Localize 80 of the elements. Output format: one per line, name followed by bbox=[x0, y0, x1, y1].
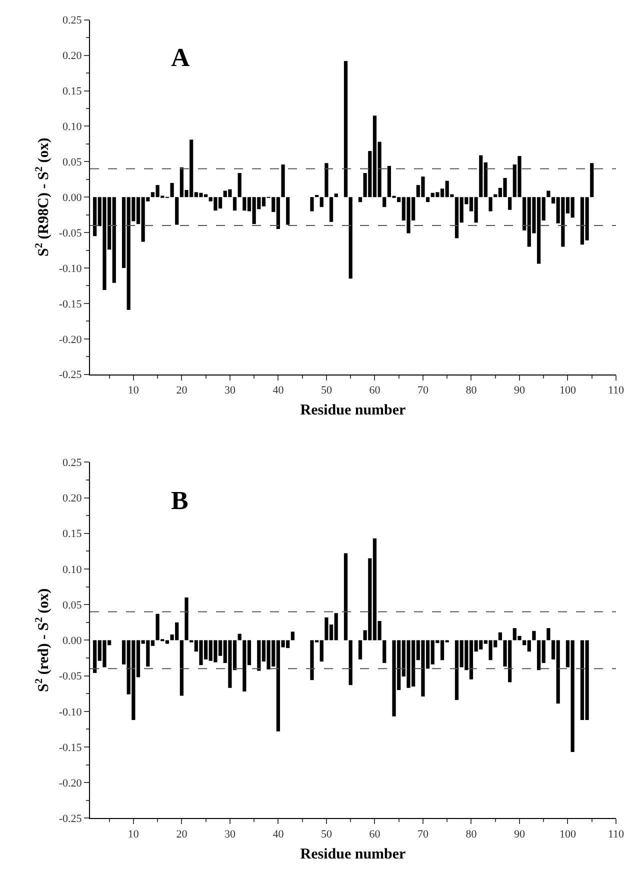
y-tick-label: 0.00 bbox=[62, 635, 82, 648]
bar bbox=[508, 197, 512, 210]
bar bbox=[290, 632, 294, 640]
y-tick-label: 0.05 bbox=[62, 156, 82, 169]
x-tick-label: 80 bbox=[466, 384, 478, 397]
bar bbox=[358, 640, 362, 660]
bar bbox=[546, 628, 550, 640]
x-tick-label: 90 bbox=[514, 384, 526, 397]
x-tick-label: 20 bbox=[176, 384, 188, 397]
y-tick-label: 0.25 bbox=[62, 14, 82, 27]
x-tick-label: 10 bbox=[128, 828, 140, 840]
bar bbox=[170, 182, 174, 198]
bar bbox=[344, 553, 348, 640]
y-tick-label: -0.20 bbox=[58, 777, 82, 790]
bar bbox=[310, 197, 314, 212]
y-tick-label: 0.15 bbox=[62, 86, 82, 98]
bar bbox=[329, 197, 334, 222]
bar bbox=[232, 197, 237, 211]
bar bbox=[180, 640, 184, 696]
y-tick-label: -0.05 bbox=[58, 670, 82, 683]
bar bbox=[348, 197, 352, 279]
x-tick-label: 30 bbox=[224, 384, 236, 397]
bar bbox=[498, 632, 502, 640]
y-tick-label: -0.20 bbox=[58, 334, 82, 346]
y-tick-label: -0.10 bbox=[58, 262, 82, 275]
bar bbox=[488, 197, 492, 212]
y-tick-label: 0.10 bbox=[62, 564, 82, 576]
x-tick-label: 40 bbox=[272, 828, 284, 840]
bar bbox=[315, 194, 319, 198]
x-tick-label: 50 bbox=[320, 828, 332, 840]
x-tick-label: 80 bbox=[466, 828, 478, 840]
x-tick-label: 60 bbox=[369, 384, 381, 397]
x-tick-label: 70 bbox=[417, 828, 429, 840]
x-tick-label: 100 bbox=[559, 828, 576, 840]
x-tick-label: 90 bbox=[514, 828, 526, 840]
y-tick-label: -0.25 bbox=[58, 813, 82, 826]
bar bbox=[426, 197, 430, 202]
x-tick-label: 70 bbox=[417, 384, 429, 397]
bar bbox=[238, 173, 242, 198]
bar bbox=[344, 61, 348, 198]
bar bbox=[348, 640, 352, 686]
bar bbox=[382, 197, 386, 208]
x-tick-label: 10 bbox=[128, 384, 140, 397]
y-tick-label: -0.25 bbox=[58, 369, 82, 382]
x-tick-label: 100 bbox=[559, 384, 576, 397]
bar bbox=[184, 597, 188, 640]
y-tick-label: 0.20 bbox=[62, 50, 82, 62]
bar bbox=[334, 194, 338, 198]
y-tick-label: 0.00 bbox=[62, 192, 82, 204]
x-tick-label: 110 bbox=[608, 384, 625, 397]
x-tick-label: 40 bbox=[272, 384, 284, 397]
y-tick-label: -0.15 bbox=[58, 298, 82, 310]
x-tick-label: 30 bbox=[224, 828, 236, 840]
x-tick-label: 60 bbox=[369, 828, 381, 840]
y-tick-label: 0.15 bbox=[62, 528, 82, 540]
x-axis-title: Residue number bbox=[300, 846, 406, 862]
x-tick-label: 20 bbox=[176, 828, 188, 840]
x-tick-label: 110 bbox=[608, 828, 625, 840]
bar bbox=[238, 634, 242, 640]
y-tick-label: 0.25 bbox=[62, 457, 82, 469]
y-tick-label: -0.10 bbox=[58, 706, 82, 718]
bar bbox=[320, 197, 324, 208]
bar bbox=[281, 164, 285, 198]
bar bbox=[532, 630, 536, 640]
text: B bbox=[171, 486, 188, 515]
x-tick-label: 50 bbox=[320, 384, 332, 397]
y-tick-label: 0.05 bbox=[62, 599, 82, 612]
bar bbox=[590, 163, 594, 198]
bar bbox=[382, 640, 386, 663]
bar bbox=[546, 190, 550, 198]
y-tick-label: 0.20 bbox=[62, 492, 82, 505]
y-tick-label: -0.05 bbox=[58, 227, 82, 240]
text: A bbox=[171, 43, 190, 72]
bar bbox=[286, 197, 290, 225]
y-tick-label: -0.15 bbox=[58, 742, 82, 754]
y-tick-label: 0.10 bbox=[62, 121, 82, 134]
bar bbox=[324, 163, 328, 198]
bar bbox=[175, 197, 179, 225]
bar bbox=[358, 197, 362, 202]
x-axis-title: Residue number bbox=[300, 402, 406, 419]
